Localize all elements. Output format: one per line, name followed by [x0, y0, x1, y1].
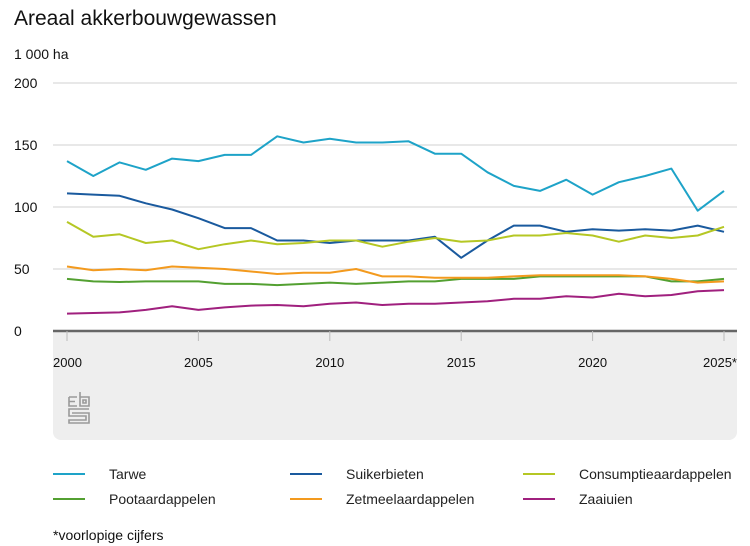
legend-swatch: [290, 473, 322, 475]
y-axis-ticks: 0 50 100 150 200: [14, 75, 38, 339]
legend-swatch: [290, 498, 322, 500]
y-tick-label: 0: [14, 323, 22, 339]
legend-label: Suikerbieten: [346, 466, 424, 482]
y-tick-label: 150: [14, 137, 38, 153]
x-tick-label: 2020: [578, 355, 607, 370]
legend-item: Pootaardappelen: [53, 491, 216, 507]
x-axis-ticks: 2000 2005 2010 2015 2020 2025*: [53, 331, 737, 370]
legend-swatch: [523, 473, 555, 475]
series-line-tarwe: [66, 135, 725, 212]
x-axis-panel: [53, 331, 737, 440]
legend-label: Pootaardappelen: [109, 491, 216, 507]
x-tick-label: 2005: [184, 355, 213, 370]
series-line-zetmeelaardappelen: [66, 265, 725, 284]
legend-label: Consumptieaardappelen: [579, 466, 732, 482]
series-line-suikerbieten: [66, 192, 725, 259]
legend-item: Suikerbieten: [290, 466, 424, 482]
x-tick-label: 2000: [53, 355, 82, 370]
legend-item: Consumptieaardappelen: [523, 466, 732, 482]
cbs-logo-icon: [68, 392, 90, 424]
legend-swatch: [53, 473, 85, 475]
x-tick-label: 2025*: [703, 355, 737, 370]
chart-title: Areaal akkerbouwgewassen: [14, 7, 277, 30]
series-line-pootaardappelen: [66, 275, 725, 287]
series-line-consumptieaardappelen: [66, 221, 725, 251]
gridlines: [53, 82, 737, 270]
y-tick-label: 200: [14, 75, 38, 91]
x-tick-label: 2015: [447, 355, 476, 370]
y-tick-label: 50: [14, 261, 30, 277]
legend-item: Zetmeelaardappelen: [290, 491, 474, 507]
series-line-zaaiuien: [66, 289, 725, 315]
y-axis-unit-label: 1 000 ha: [14, 46, 69, 62]
x-tick-label: 2010: [315, 355, 344, 370]
legend-item: Zaaiuien: [523, 491, 633, 507]
legend-label: Tarwe: [109, 466, 147, 482]
y-tick-label: 100: [14, 199, 38, 215]
legend-label: Zetmeelaardappelen: [346, 491, 475, 507]
legend-swatch: [53, 498, 85, 500]
legend-item: Tarwe: [53, 466, 146, 482]
footnote: *voorlopige cijfers: [53, 527, 164, 543]
legend-swatch: [523, 498, 555, 500]
series-lines: [66, 135, 725, 315]
legend-label: Zaaiuien: [579, 491, 633, 507]
